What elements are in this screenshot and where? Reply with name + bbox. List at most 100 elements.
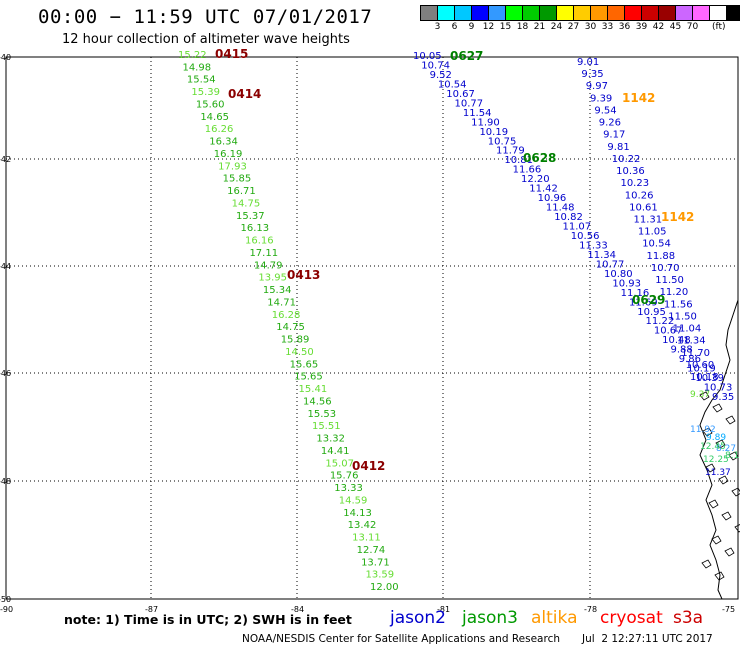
wave-height-value: 9.01 [577,57,599,68]
island-outline [705,463,716,473]
scale-swatch [710,6,727,20]
wave-height-value: 11.50 [655,275,684,286]
wave-height-value: 11.07 [563,222,592,233]
wave-height-value: 11.69 [629,297,658,308]
wave-height-value: 11.20 [660,287,689,298]
scale-label: 42 [652,22,665,32]
wave-height-value: 9.35 [581,69,603,80]
wave-height-value: 10.77 [455,98,484,109]
island-outline [699,391,710,401]
wave-height-value: 13.33 [334,483,363,494]
wave-height-value: 10.36 [616,166,645,177]
scale-label: 12 [482,22,495,32]
wave-height-value: 9.81 [607,142,629,153]
lon-label: -75 [722,605,735,614]
wave-height-value: 11.34 [677,336,706,347]
lat-label: -44 [0,262,11,271]
wave-height-value: 11.50 [668,311,697,322]
lat-label: -46 [0,369,11,378]
map-frame [5,56,739,600]
pass-time-label: 0412 [352,459,385,473]
wave-height-value: 10.67 [446,89,475,100]
wave-height-value: 10.56 [571,231,600,242]
island-outline [734,524,740,533]
wave-height-value: 12.25 [703,455,729,465]
wave-height-value: 11.70 [681,348,710,359]
wave-height-value: 15.76 [330,471,359,482]
pass-time-label: 1142 [661,210,694,224]
legend-altika: altika [531,608,578,628]
wave-height-value: 15.07 [325,458,354,469]
wave-height-value: 10.54 [642,239,671,250]
wave-height-value: 14.56 [303,396,332,407]
scale-swatch [540,6,557,20]
wave-height-value: 11.92 [690,425,716,435]
generated-timestamp: Jul 2 12:27:11 UTC 2017 [582,633,713,645]
wave-height-value: 11.16 [621,288,650,299]
wave-height-value: 15.60 [196,99,225,110]
wave-height-value: 10.39 [695,373,724,384]
wave-height-value: 8.27 [716,444,736,454]
legend-jason2: jason2 [390,608,446,628]
island-outline [728,451,739,461]
wave-height-value: 13.32 [316,434,345,445]
wave-height-value: 15.53 [307,409,336,420]
page-subtitle: 12 hour collection of altimeter wave hei… [62,32,350,47]
wave-height-value: 16.26 [205,124,234,135]
scale-label: 36 [618,22,631,32]
wave-height-value: 14.75 [232,198,261,209]
lon-label: -87 [145,605,158,614]
wave-height-value: 10.93 [612,278,641,289]
wave-height-value: 11.88 [647,251,676,262]
pass-time-label: 0628 [523,151,556,165]
island-outline [721,511,732,521]
wave-height-value: 16.19 [214,149,243,160]
wave-height-value: 15.34 [263,285,292,296]
island-outline [731,487,740,497]
scale-label: 39 [635,22,648,32]
island-outline [718,475,729,485]
island-outline [725,415,736,425]
wave-height-value: 10.60 [686,360,715,371]
wave-height-value: 11.05 [638,227,667,238]
wave-height-value: 9.35 [712,392,734,403]
wave-height-value: 12.00 [370,582,399,593]
coastline [699,299,739,600]
wave-height-value: 14.98 [182,62,211,73]
wave-height-value: 15.22 [178,50,207,61]
lon-label: -78 [584,605,597,614]
wave-height-value: 10.18 [690,372,719,383]
wave-height-value: 11.42 [529,184,558,195]
scale-label: 45 [669,22,682,32]
pass-time-label: 0414 [228,87,261,101]
scale-label: 24 [550,22,563,32]
wave-height-value: 15.65 [294,372,323,383]
wave-height-value: 11.37 [705,468,731,478]
wave-height-value: 10.73 [704,383,733,394]
wave-height-value: 14.71 [267,297,296,308]
wave-height-value: 10.81 [504,155,533,166]
wave-height-value: 15.37 [236,211,265,222]
scale-swatch [693,6,710,20]
wave-height-value: 9.86 [679,354,701,365]
wave-height-value: 9.52 [430,70,452,81]
scale-label: 30 [584,22,597,32]
wave-height-value: 13.95 [258,273,287,284]
wave-height-value: 14.13 [343,508,372,519]
wave-height-value: 16.16 [245,236,274,247]
scale-label: 9 [468,22,475,32]
wave-height-value: 14.50 [285,347,314,358]
wave-height-value: 10.80 [604,269,633,280]
wave-height-value: 16.34 [209,137,238,148]
scale-label: 21 [533,22,546,32]
color-scale-bar [420,5,740,21]
wave-height-value: 9.97 [586,81,608,92]
page-title: 00:00 − 11:59 UTC 07/01/2017 [38,6,373,28]
scale-swatch [557,6,574,20]
scale-label: 15 [499,22,512,32]
wave-height-value: 13.71 [361,557,390,568]
wave-height-value: 16.71 [227,186,256,197]
wave-height-value: 12.20 [521,174,550,185]
wave-height-value: 10.70 [651,263,680,274]
